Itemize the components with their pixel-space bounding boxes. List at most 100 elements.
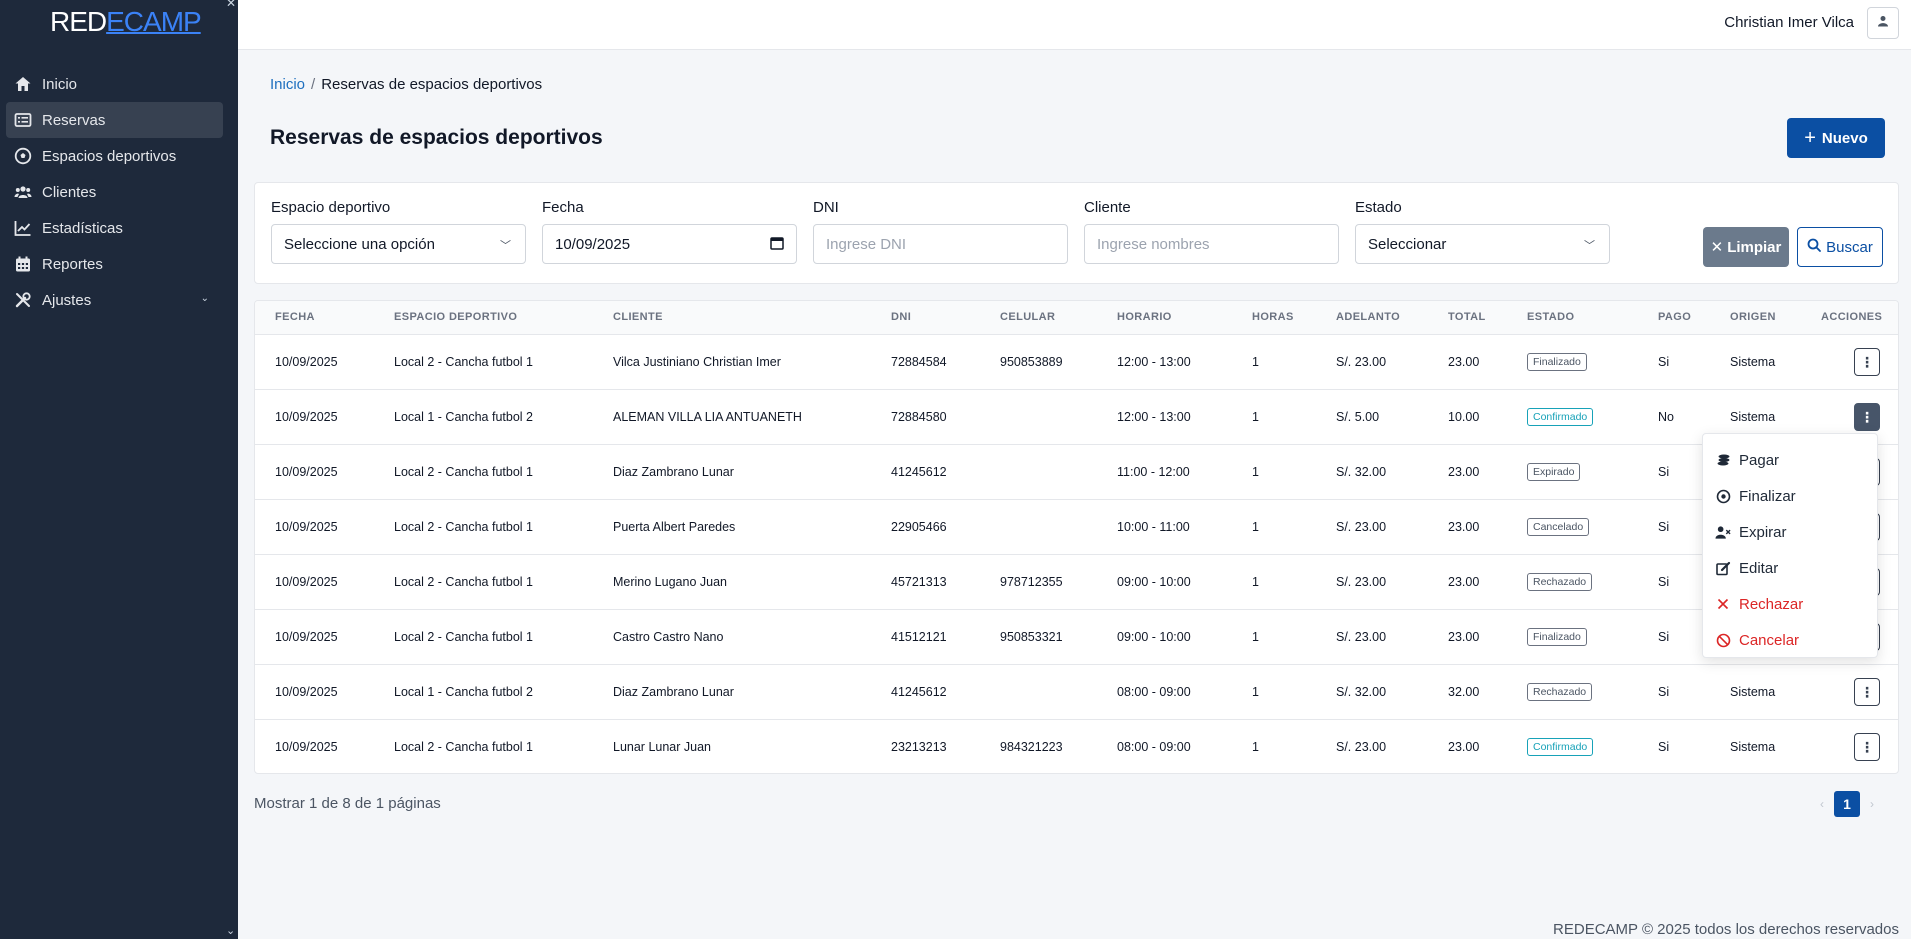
cell-text: 11:00 - 12:00 (1117, 464, 1190, 479)
fecha-input[interactable]: 10/09/2025 (542, 224, 797, 264)
cell-horas: 1 (1232, 444, 1316, 500)
breadcrumb-home-link[interactable]: Inicio (270, 76, 306, 93)
col-header[interactable]: ESTADO (1507, 301, 1638, 335)
cell-text: S/. 23.00 (1336, 519, 1387, 534)
col-header[interactable]: PAGO (1638, 301, 1710, 335)
cell-celular: 978712355 (980, 554, 1097, 610)
x-icon (1715, 596, 1731, 612)
cell-horas: 1 (1232, 664, 1316, 720)
cell-fecha: 10/09/2025 (255, 554, 374, 610)
col-header[interactable]: HORAS (1232, 301, 1316, 335)
user-name: Christian Imer Vilca (1724, 14, 1854, 31)
filter-dni-label: DNI (813, 199, 839, 216)
filter-fecha: Fecha 10/09/2025 (542, 199, 797, 264)
menu-item-finalizar[interactable]: Finalizar (1703, 478, 1877, 514)
filter-cliente: Cliente Ingrese nombres (1084, 199, 1339, 264)
menu-item-expirar[interactable]: Expirar (1703, 514, 1877, 550)
ban-icon (1715, 632, 1731, 648)
sidebar-item-label: Clientes (42, 183, 97, 201)
table-row: 10/09/2025 Local 2 - Cancha futbol 1 Castr… (255, 609, 1898, 665)
sidebar-item-espacios-deportivos[interactable]: Espacios deportivos (6, 138, 223, 174)
sidebar-item-estadisticas[interactable]: Estadísticas (6, 210, 223, 246)
cell-text: Sistema (1730, 409, 1776, 424)
new-reservation-button[interactable]: + Nuevo (1787, 118, 1885, 158)
sidebar-item-clientes[interactable]: Clientes (6, 174, 223, 210)
cell-text: Si (1658, 519, 1670, 534)
cell-pago: Si (1638, 719, 1710, 773)
brand-logo[interactable]: REDECAMP (50, 6, 202, 38)
menu-item-editar[interactable]: Editar (1703, 550, 1877, 586)
col-header[interactable]: CLIENTE (593, 301, 871, 335)
filter-espacio-label: Espacio deportivo (271, 199, 391, 216)
cell-adelanto: S/. 23.00 (1316, 719, 1428, 773)
search-button[interactable]: Buscar (1797, 227, 1883, 267)
chevron-down-icon[interactable]: ⌄ (200, 293, 209, 304)
cell-dni: 23213213 (871, 719, 980, 773)
cell-text: 23.00 (1448, 629, 1480, 644)
dni-input[interactable]: Ingrese DNI (813, 224, 1068, 264)
table-row: 10/09/2025 Local 1 - Cancha futbol 2 Diaz … (255, 664, 1898, 720)
status-badge: Expirado (1527, 462, 1581, 481)
menu-item-pagar[interactable]: Pagar (1703, 442, 1877, 478)
cell-total: 23.00 (1428, 609, 1507, 665)
cell-espacio: Local 2 - Cancha futbol 1 (374, 499, 593, 555)
row-actions-button[interactable]: ⋮ (1854, 347, 1880, 376)
col-header[interactable]: DNI (871, 301, 980, 335)
cell-espacio: Local 2 - Cancha futbol 1 (374, 609, 593, 665)
cell-celular (980, 389, 1097, 445)
cell-total: 10.00 (1428, 389, 1507, 445)
page-button-current[interactable]: 1 (1834, 791, 1860, 817)
cell-text: 23.00 (1448, 739, 1480, 754)
brand-logo-part2: ECAMP (106, 6, 202, 37)
table-row: 10/09/2025 Local 2 - Cancha futbol 1 Puert… (255, 499, 1898, 555)
cell-adelanto: S/. 32.00 (1316, 664, 1428, 720)
col-header[interactable]: TOTAL (1428, 301, 1507, 335)
row-actions-button[interactable]: ⋮ (1854, 732, 1880, 761)
sidebar-item-ajustes[interactable]: Ajustes ⌄ (6, 282, 223, 318)
clear-filters-button[interactable]: ✕ Limpiar (1703, 227, 1789, 267)
cell-horas: 1 (1232, 554, 1316, 610)
col-header[interactable]: ESPACIO DEPORTIVO (374, 301, 593, 335)
chevron-left-icon[interactable]: ‹ (1820, 797, 1824, 811)
chevron-right-icon[interactable]: › (1870, 797, 1874, 811)
cell-cliente: Diaz Zambrano Lunar (593, 664, 871, 720)
cell-origen: Sistema (1710, 664, 1801, 720)
sidebar-item-label: Inicio (42, 75, 78, 93)
estado-select[interactable]: Seleccionar ﹀ (1355, 224, 1610, 264)
cell-text: 1 (1252, 684, 1259, 699)
table-row: 10/09/2025 Local 2 - Cancha futbol 1 Merin… (255, 554, 1898, 610)
col-header[interactable]: ADELANTO (1316, 301, 1428, 335)
sidebar-item-inicio[interactable]: Inicio (6, 66, 223, 102)
cell-acciones: ⋮ (1801, 334, 1898, 390)
menu-item-rechazar[interactable]: Rechazar (1703, 586, 1877, 622)
check-circle-icon (1715, 488, 1731, 504)
cell-text: Diaz Zambrano Lunar (613, 464, 734, 479)
row-actions-button[interactable]: ⋮ (1854, 677, 1880, 706)
espacio-select-value: Seleccione una opción (284, 235, 435, 253)
sidebar-item-reservas[interactable]: Reservas (6, 102, 223, 138)
calendar-icon[interactable] (770, 236, 784, 254)
close-icon[interactable]: ✕ (226, 0, 237, 10)
menu-item-cancelar[interactable]: Cancelar (1703, 622, 1877, 658)
cell-text: Merino Lugano Juan (613, 574, 727, 589)
sidebar-item-reportes[interactable]: Reportes (6, 246, 223, 282)
scroll-down-icon[interactable]: ⌄ (226, 925, 236, 937)
col-header[interactable]: ORIGEN (1710, 301, 1801, 335)
col-header[interactable]: HORARIO (1097, 301, 1232, 335)
cell-total: 32.00 (1428, 664, 1507, 720)
cell-text: 32.00 (1448, 684, 1480, 699)
cell-text: 1 (1252, 354, 1259, 369)
row-actions-button[interactable]: ⋮ (1854, 402, 1880, 431)
cell-celular: 984321223 (980, 719, 1097, 773)
cell-celular: 950853321 (980, 609, 1097, 665)
cell-text: S/. 32.00 (1336, 464, 1387, 479)
espacio-select[interactable]: Seleccione una opción ﹀ (271, 224, 526, 264)
cliente-input[interactable]: Ingrese nombres (1084, 224, 1339, 264)
clear-button-label: Limpiar (1727, 238, 1782, 256)
footer-copyright: REDECAMP © 2025 todos los derechos reser… (1553, 921, 1899, 938)
user-menu-button[interactable] (1867, 7, 1899, 39)
col-header[interactable]: CELULAR (980, 301, 1097, 335)
cell-total: 23.00 (1428, 719, 1507, 773)
cell-acciones: ⋮ (1801, 664, 1898, 720)
col-header[interactable]: FECHA (255, 301, 374, 335)
